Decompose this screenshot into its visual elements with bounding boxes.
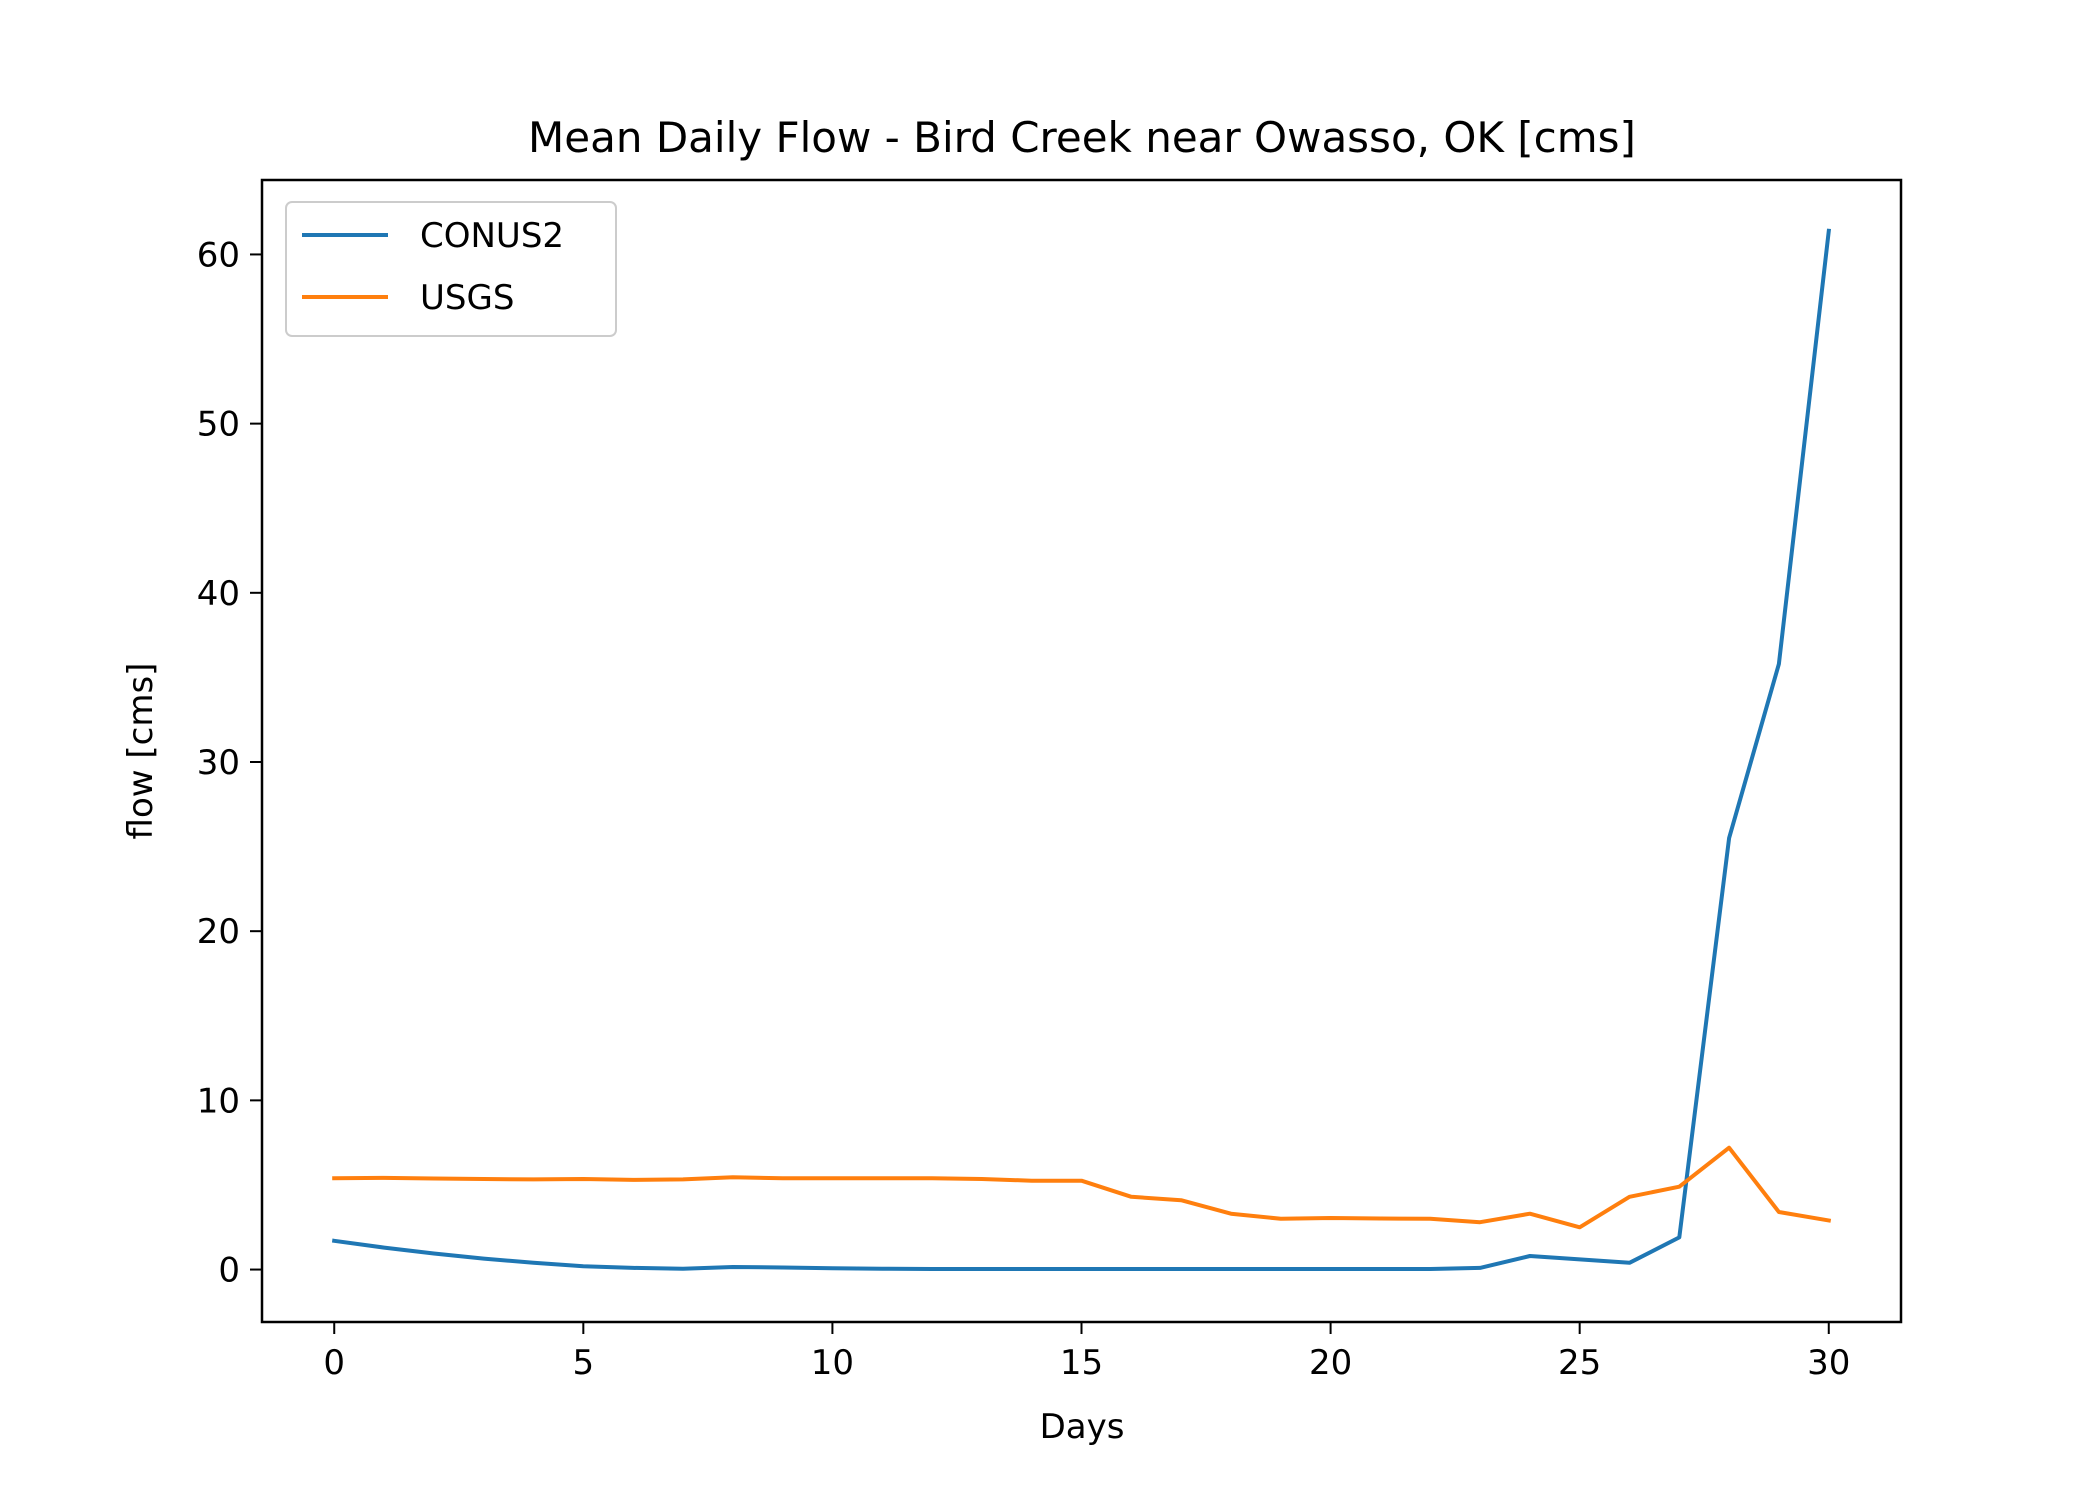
y-tick-label: 40 [197,574,240,614]
y-tick-label: 20 [197,912,240,952]
x-tick-label: 30 [1807,1343,1850,1383]
x-tick-label: 5 [573,1343,595,1383]
x-tick-label: 0 [323,1343,345,1383]
legend: CONUS2 USGS [285,201,617,337]
x-tick-label: 25 [1558,1343,1601,1383]
y-tick-label: 60 [197,235,240,275]
legend-entry-usgs: USGS [420,278,514,318]
y-tick-label: 0 [218,1251,240,1291]
x-tick-label: 20 [1309,1343,1352,1383]
x-axis-label: Days [1040,1407,1125,1447]
y-tick-label: 10 [197,1081,240,1121]
legend-entry-conus2: CONUS2 [420,216,564,256]
series-line-conus2 [331,228,1832,1271]
series-line-usgs [332,1145,1832,1230]
x-tick-label: 10 [811,1343,854,1383]
x-tick-label: 15 [1060,1343,1103,1383]
y-axis-ticks: 0 10 20 30 40 50 60 [197,235,262,1291]
x-axis-ticks: 0 5 10 15 20 25 30 [323,1322,1850,1383]
series-lines [331,228,1832,1271]
chart-title: Mean Daily Flow - Bird Creek near Owasso… [528,113,1636,162]
y-tick-label: 30 [197,743,240,783]
y-tick-label: 50 [197,405,240,445]
y-axis-label: flow [cms] [121,663,161,840]
